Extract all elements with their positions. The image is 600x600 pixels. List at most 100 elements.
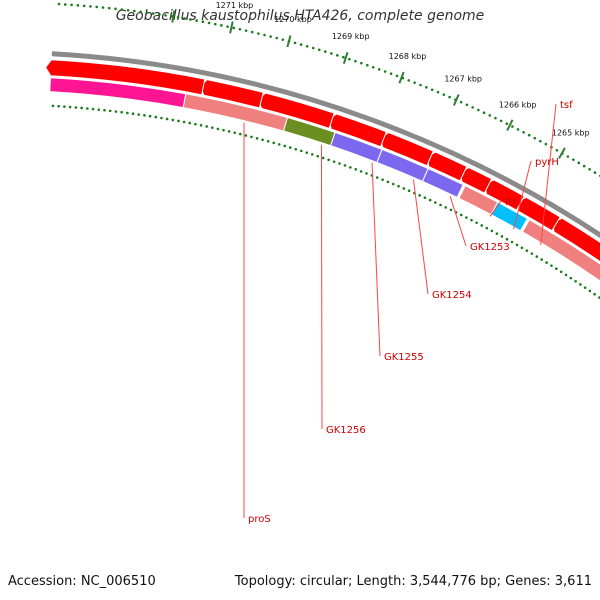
minor-tick bbox=[593, 171, 597, 174]
minor-tick bbox=[444, 206, 448, 209]
minor-tick bbox=[377, 68, 381, 71]
gene-magenta bbox=[49, 77, 187, 109]
minor-tick bbox=[327, 158, 330, 162]
minor-tick bbox=[177, 119, 180, 123]
minor-tick bbox=[154, 115, 158, 119]
minor-tick bbox=[342, 55, 345, 59]
minor-tick bbox=[477, 108, 480, 112]
minor-tick bbox=[540, 258, 543, 261]
minor-tick bbox=[57, 2, 61, 6]
leader-line-gk1256 bbox=[320, 144, 323, 430]
minor-tick bbox=[145, 11, 149, 14]
minor-tick bbox=[500, 235, 504, 238]
minor-tick bbox=[160, 116, 163, 120]
minor-tick bbox=[63, 3, 67, 6]
minor-tick bbox=[108, 109, 112, 113]
minor-tick bbox=[126, 8, 130, 12]
minor-tick bbox=[434, 201, 437, 204]
minor-tick bbox=[220, 24, 223, 27]
minor-tick bbox=[488, 114, 492, 117]
accession-label: Accession: NC_006510 bbox=[8, 574, 156, 589]
minor-tick bbox=[482, 111, 486, 114]
minor-tick bbox=[475, 221, 478, 225]
minor-tick bbox=[550, 264, 553, 267]
leader-line-frr bbox=[489, 200, 502, 217]
minor-tick bbox=[70, 3, 73, 7]
tick-label: 1268 kbp bbox=[389, 52, 427, 61]
minor-tick bbox=[255, 137, 259, 140]
minor-tick bbox=[76, 4, 80, 7]
minor-tick bbox=[535, 255, 539, 258]
minor-tick bbox=[569, 276, 573, 280]
genome-summary: Topology: circular; Length: 3,544,776 bp… bbox=[234, 574, 592, 589]
minor-tick bbox=[383, 70, 387, 73]
minor-tick bbox=[103, 108, 106, 112]
minor-tick bbox=[176, 16, 180, 19]
minor-tick bbox=[395, 74, 399, 78]
minor-tick bbox=[171, 118, 175, 122]
minor-tick bbox=[272, 141, 275, 145]
minor-tick bbox=[277, 143, 281, 146]
minor-tick bbox=[397, 184, 400, 188]
minor-tick bbox=[139, 10, 142, 14]
minor-tick bbox=[216, 127, 220, 131]
minor-tick bbox=[588, 289, 592, 293]
minor-tick bbox=[525, 249, 529, 252]
minor-tick bbox=[233, 131, 237, 135]
minor-tick bbox=[63, 105, 66, 108]
leader-line-gk1255 bbox=[371, 162, 381, 357]
minor-tick bbox=[143, 114, 146, 117]
major-tick bbox=[558, 147, 566, 159]
minor-tick bbox=[188, 121, 192, 125]
tick-label: 1269 kbp bbox=[332, 32, 370, 41]
minor-tick bbox=[480, 224, 484, 227]
genome-backbone bbox=[51, 51, 600, 239]
gene-label-frr: frr bbox=[505, 197, 517, 208]
minor-tick bbox=[559, 270, 563, 274]
minor-tick bbox=[95, 5, 99, 9]
minor-tick bbox=[338, 162, 341, 165]
minor-tick bbox=[343, 164, 347, 167]
gene-label-tsf: tsf bbox=[560, 100, 573, 111]
minor-tick bbox=[505, 122, 509, 126]
major-tick bbox=[342, 51, 349, 64]
minor-tick bbox=[164, 14, 167, 17]
map-title: Geobacillus kaustophilus HTA426, complet… bbox=[115, 8, 485, 24]
minor-tick bbox=[436, 90, 440, 94]
minor-tick bbox=[555, 148, 559, 152]
minor-tick bbox=[158, 13, 161, 16]
minor-tick bbox=[574, 279, 577, 283]
minor-tick bbox=[120, 110, 123, 114]
minor-tick bbox=[389, 72, 393, 75]
minor-tick bbox=[459, 100, 463, 104]
minor-tick bbox=[533, 136, 537, 140]
minor-tick bbox=[430, 88, 434, 92]
tick-label: 1271 kbp bbox=[216, 1, 254, 10]
minor-tick bbox=[189, 18, 192, 21]
minor-tick bbox=[207, 21, 211, 25]
minor-tick bbox=[263, 33, 266, 37]
minor-tick bbox=[386, 180, 390, 184]
minor-tick bbox=[448, 95, 451, 99]
leader-line-pyrh bbox=[513, 160, 532, 230]
minor-tick bbox=[133, 9, 136, 13]
minor-tick bbox=[257, 32, 260, 35]
minor-tick bbox=[148, 114, 152, 118]
minor-tick bbox=[375, 176, 379, 179]
minor-tick bbox=[332, 160, 336, 163]
minor-tick bbox=[201, 20, 205, 24]
minor-tick bbox=[579, 283, 582, 286]
minor-tick bbox=[511, 125, 514, 128]
minor-tick bbox=[227, 130, 231, 133]
major-tick bbox=[506, 119, 514, 132]
minor-tick bbox=[515, 243, 519, 247]
minor-tick bbox=[86, 107, 89, 110]
minor-tick bbox=[114, 110, 118, 113]
gene-label-pyrh: pyrH bbox=[535, 157, 559, 168]
minor-tick bbox=[572, 158, 575, 161]
minor-tick bbox=[101, 6, 105, 9]
minor-tick bbox=[244, 29, 248, 32]
minor-tick bbox=[250, 135, 253, 139]
